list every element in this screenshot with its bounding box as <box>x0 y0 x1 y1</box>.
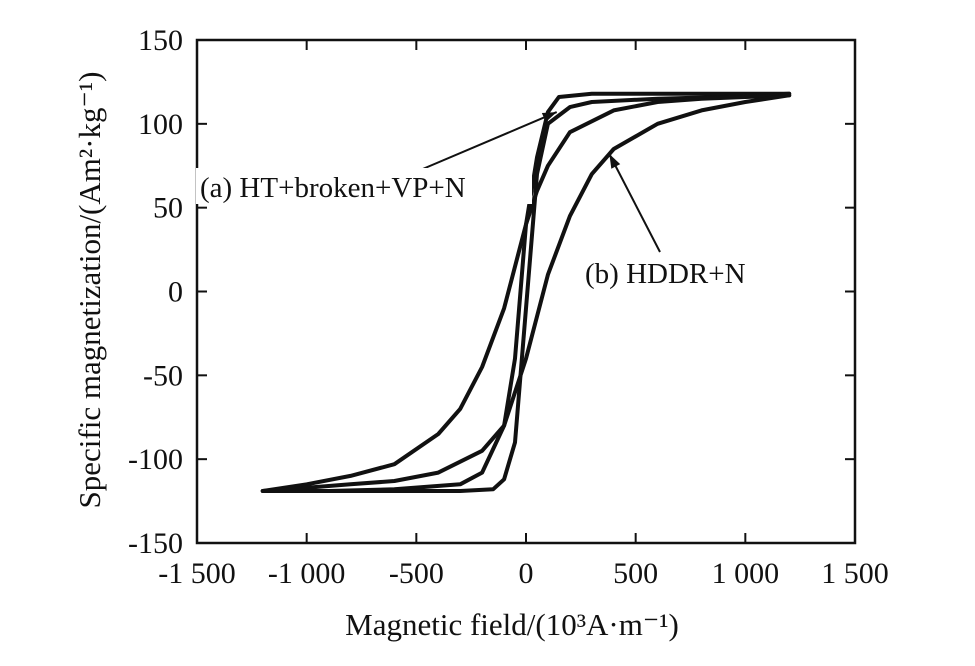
series-b-lower-branch <box>260 93 792 493</box>
annotation-arrow-head <box>609 154 621 169</box>
y-tick-label: 50 <box>153 192 183 225</box>
y-axis-title: Specific magnetization/(Am²·kg⁻¹) <box>72 72 107 509</box>
x-tick-label: -1 500 <box>158 557 236 590</box>
annotation-arrow-head <box>541 112 557 123</box>
x-tick-label: -500 <box>389 557 444 590</box>
y-tick-label: 100 <box>138 108 183 141</box>
annotation-a-bg <box>196 168 532 204</box>
x-tick-label: 500 <box>613 557 658 590</box>
series-a-lower-branch <box>260 91 792 493</box>
annotation-arrow-line <box>417 111 558 172</box>
annotation-arrow-line <box>608 153 661 253</box>
annotation-b-bg <box>582 254 780 290</box>
plot-area: -1 500 -1 000 -500 0 500 1 000 1 500-150-100-5… <box>128 24 889 590</box>
y-tick-label: -150 <box>128 527 183 560</box>
series-b-upper-branch <box>260 93 792 493</box>
y-tick-label: -50 <box>143 359 183 392</box>
y-tick-label: -100 <box>128 443 183 476</box>
annotation-a-label: (a) HT+broken+VP+N <box>200 172 466 204</box>
x-tick-label: 0 <box>519 557 534 590</box>
annotation-b-label: (b) HDDR+N <box>585 258 746 290</box>
x-axis-title: Magnetic field/(10³A·m⁻¹) <box>345 607 679 642</box>
axis-ticks: -1 500 -1 000 -500 0 500 1 000 1 500-150-100-5… <box>128 24 889 590</box>
y-tick-label: 150 <box>138 24 183 57</box>
curves <box>260 91 792 493</box>
annotation-arrows <box>417 111 661 253</box>
x-tick-label: 1 000 <box>712 557 780 590</box>
x-tick-label: -1 000 <box>268 557 346 590</box>
y-tick-label: 0 <box>168 276 183 309</box>
x-tick-label: 1 500 <box>821 557 889 590</box>
